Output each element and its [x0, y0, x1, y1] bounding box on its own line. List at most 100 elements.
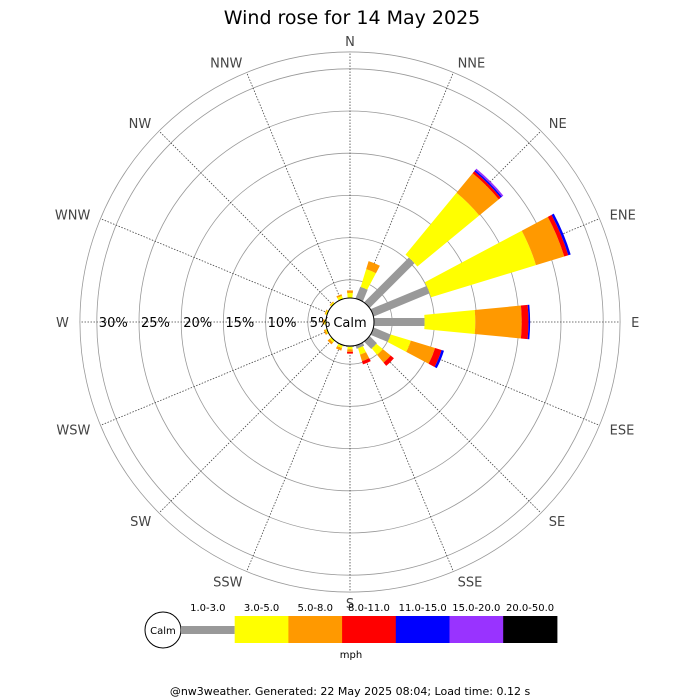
bar-nnw-3.0-5.0: [337, 295, 343, 301]
bar-wsw-3.0-5.0: [325, 329, 329, 335]
legend-label-11.0-15.0: 11.0-15.0: [399, 603, 447, 614]
bar-ne-15.0-20.0: [475, 168, 504, 197]
bar-ese-5.0-8.0: [406, 340, 436, 364]
bar-nw-3.0-5.0: [330, 302, 335, 307]
radial-tick-label: 5%: [310, 316, 331, 331]
bar-ne-8.0-11.0: [472, 171, 501, 200]
bar-ese-11.0-15.0: [434, 349, 444, 369]
legend-label-3.0-5.0: 3.0-5.0: [244, 603, 279, 614]
spoke-sw: [158, 338, 334, 514]
direction-label-se: SE: [549, 515, 565, 530]
legend-swatch-8.0-11.0: [342, 616, 397, 643]
bar-se-3.0-5.0: [371, 343, 383, 355]
legend-label-20.0-50.0: 20.0-50.0: [506, 603, 554, 614]
calm-circle-group: Calm: [325, 297, 375, 347]
chart-title: Wind rose for 14 May 2025: [224, 7, 481, 29]
bar-ne-5.0-8.0: [456, 173, 499, 216]
bar-sse-5.0-8.0: [359, 352, 370, 362]
direction-label-sw: SW: [130, 515, 151, 530]
direction-label-e: E: [631, 316, 639, 331]
radial-tick-label: 20%: [183, 316, 212, 331]
bar-ssw-5.0-8.0: [335, 346, 342, 351]
legend-label-5.0-8.0: 5.0-8.0: [298, 603, 333, 614]
bar-sse-8.0-11.0: [361, 358, 371, 365]
bar-s-3.0-5.0: [347, 346, 353, 350]
bar-ene-1.0-3.0: [370, 285, 430, 317]
radial-tick-label: 15%: [225, 316, 254, 331]
legend-swatch-20.0-50.0: [503, 616, 558, 643]
legend-swatch-11.0-15.0: [395, 616, 450, 643]
direction-label-s: S: [346, 597, 354, 612]
bar-wsw-5.0-8.0: [323, 329, 328, 335]
bar-w-5.0-8.0: [322, 319, 325, 325]
legend-swatch-5.0-8.0: [288, 616, 343, 643]
direction-label-nnw: NNW: [210, 56, 242, 71]
bar-nne-3.0-5.0: [360, 269, 376, 290]
legend-calm-label: Calm: [150, 626, 176, 637]
bar-ene-8.0-11.0: [547, 214, 569, 257]
bar-ssw-3.0-5.0: [337, 343, 343, 349]
direction-label-nw: NW: [129, 117, 152, 132]
direction-label-sse: SSE: [458, 576, 483, 591]
direction-label-ene: ENE: [610, 208, 636, 223]
bar-se-8.0-11.0: [383, 355, 394, 366]
direction-label-w: W: [56, 316, 69, 331]
bar-e-5.0-8.0: [474, 305, 522, 339]
bar-ene-5.0-8.0: [521, 216, 565, 266]
spoke-sse: [358, 344, 454, 572]
bar-e-11.0-15.0: [527, 304, 531, 340]
spoke-ssw: [246, 344, 342, 572]
spoke-ese: [372, 330, 600, 426]
spoke-nw: [158, 130, 334, 306]
bar-ene-3.0-5.0: [424, 230, 536, 298]
legend-swatch-1.0-3.0: [181, 626, 235, 634]
radial-tick-label: 30%: [99, 316, 128, 331]
spoke-wnw: [100, 218, 328, 314]
bar-sse-1.0-3.0: [355, 342, 365, 349]
bar-wnw-5.0-8.0: [324, 309, 328, 315]
calm-circle: [325, 297, 375, 347]
legend-label-8.0-11.0: 8.0-11.0: [348, 603, 390, 614]
spoke-nne: [358, 72, 454, 300]
direction-label-wsw: WSW: [56, 424, 90, 439]
bar-n-3.0-5.0: [347, 292, 353, 299]
bar-ne-11.0-15.0: [474, 169, 503, 198]
bar-sw-3.0-5.0: [329, 337, 335, 343]
legend-swatch-15.0-20.0: [449, 616, 504, 643]
bar-se-5.0-8.0: [377, 349, 391, 363]
bar-ne-1.0-3.0: [364, 257, 415, 308]
legend: Calm 1.0-3.0 3.0-5.0 5.0-8.0 8.0-11.0 11.0-15…: [144, 603, 558, 661]
bar-sse-3.0-5.0: [358, 346, 367, 355]
bar-ene-11.0-15.0: [551, 213, 571, 256]
bar-nw-5.0-8.0: [329, 301, 334, 306]
bar-ne-3.0-5.0: [405, 192, 480, 267]
radial-tick-label: 25%: [141, 316, 170, 331]
spoke-wsw: [100, 330, 328, 426]
calm-label: Calm: [333, 316, 366, 331]
bar-s-5.0-8.0: [347, 349, 353, 352]
direction-label-n: N: [345, 35, 355, 50]
direction-label-ssw: SSW: [213, 576, 243, 591]
bar-e-3.0-5.0: [424, 309, 476, 335]
bar-nne-5.0-8.0: [366, 261, 380, 274]
bar-nne-1.0-3.0: [355, 286, 368, 302]
direction-label-ese: ESE: [610, 424, 635, 439]
bar-ese-3.0-5.0: [387, 334, 411, 352]
bar-n-5.0-8.0: [346, 290, 354, 294]
bar-ese-8.0-11.0: [428, 348, 442, 367]
axis-labels: N NNE NE ENE E ESE SE SSE S SSW SW WSW W WNW NW NNW 5% 10…: [55, 35, 639, 612]
spoke-se: [366, 338, 542, 514]
wind-bars: [322, 168, 571, 369]
legend-label-15.0-20.0: 15.0-20.0: [452, 603, 500, 614]
polar-grid: [79, 51, 621, 593]
legend-units: mph: [340, 650, 362, 661]
bar-wnw-3.0-5.0: [325, 309, 329, 315]
legend-label-1.0-3.0: 1.0-3.0: [190, 603, 225, 614]
direction-label-nne: NNE: [458, 56, 486, 71]
bar-nnw-5.0-8.0: [336, 294, 342, 298]
bar-ese-1.0-3.0: [370, 327, 391, 342]
bar-sw-5.0-8.0: [327, 338, 334, 345]
legend-swatch-3.0-5.0: [234, 616, 289, 643]
bar-se-1.0-3.0: [364, 336, 377, 349]
